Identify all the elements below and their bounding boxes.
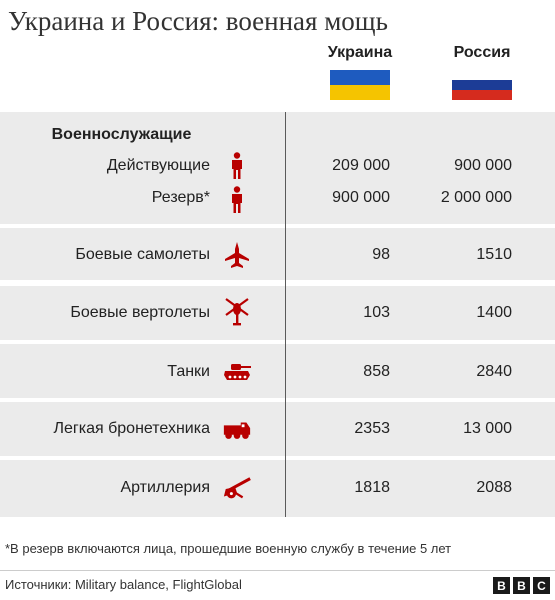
row-label: Боевые самолеты bbox=[75, 246, 210, 263]
row-label: Резерв* bbox=[151, 189, 210, 206]
value-ukraine: 858 bbox=[363, 363, 390, 380]
value-russia: 900 000 bbox=[454, 157, 512, 174]
value-russia: 2 000 000 bbox=[440, 189, 512, 206]
value-ukraine: 2353 bbox=[354, 420, 390, 437]
armored-vehicle-icon bbox=[222, 416, 252, 444]
row-background-aircraft bbox=[0, 228, 555, 280]
logo-letter: C bbox=[533, 577, 550, 594]
value-ukraine: 209 000 bbox=[332, 157, 390, 174]
fighter-jet-icon bbox=[222, 241, 252, 269]
value-ukraine: 1818 bbox=[354, 479, 390, 496]
source-text: Источники: Military balance, FlightGloba… bbox=[5, 577, 242, 592]
row-label: Легкая бронетехника bbox=[53, 420, 210, 437]
ukraine-flag bbox=[330, 70, 390, 100]
value-ukraine: 98 bbox=[372, 246, 390, 263]
column-header-russia: Россия bbox=[453, 44, 511, 61]
value-russia: 2840 bbox=[476, 363, 512, 380]
soldier-icon bbox=[222, 152, 252, 180]
value-ukraine: 103 bbox=[363, 304, 390, 321]
value-russia: 1510 bbox=[476, 246, 512, 263]
artillery-icon bbox=[222, 474, 252, 502]
logo-letter: B bbox=[493, 577, 510, 594]
row-label: Боевые вертолеты bbox=[70, 304, 210, 321]
column-divider bbox=[285, 112, 286, 517]
row-background-artillery bbox=[0, 460, 555, 517]
row-background-personnel bbox=[0, 112, 555, 224]
footnote: *В резерв включаются лица, прошедшие вое… bbox=[5, 541, 452, 556]
logo-letter: B bbox=[513, 577, 530, 594]
value-russia: 1400 bbox=[476, 304, 512, 321]
value-russia: 13 000 bbox=[463, 420, 512, 437]
value-russia: 2088 bbox=[476, 479, 512, 496]
column-header-ukraine: Украина bbox=[327, 44, 393, 61]
tank-icon bbox=[222, 358, 252, 386]
source-divider bbox=[0, 570, 555, 571]
russia-flag bbox=[452, 70, 512, 100]
chart-title: Украина и Россия: военная мощь bbox=[8, 6, 388, 36]
value-ukraine: 900 000 bbox=[332, 189, 390, 206]
row-label: Танки bbox=[167, 363, 210, 380]
group-label-personnel: Военнослужащие bbox=[51, 126, 192, 143]
helicopter-icon bbox=[222, 298, 252, 326]
row-background-tanks bbox=[0, 344, 555, 398]
row-label: Артиллерия bbox=[120, 479, 210, 496]
row-background-armored bbox=[0, 402, 555, 456]
bbc-logo: B B C bbox=[493, 577, 550, 594]
row-label: Действующие bbox=[106, 157, 210, 174]
row-background-helicopters bbox=[0, 286, 555, 340]
soldier-icon bbox=[222, 186, 252, 214]
